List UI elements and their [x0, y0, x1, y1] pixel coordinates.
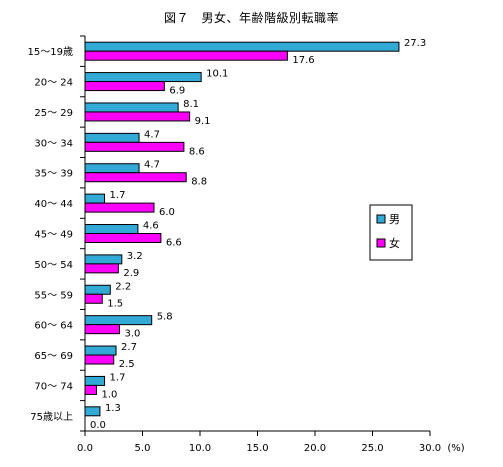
value-label-male: 8.1 [183, 99, 199, 110]
value-label-female: 0.0 [90, 420, 106, 431]
bar-female [84, 202, 155, 213]
legend-label-male: 男 [389, 213, 400, 226]
value-label-female: 2.5 [119, 359, 135, 370]
value-label-female: 17.6 [292, 55, 314, 66]
bar-female [84, 111, 191, 122]
category-label: 70～ 74 [34, 381, 73, 392]
value-label-male: 5.8 [157, 312, 173, 323]
bar-male [84, 224, 139, 234]
value-label-male: 27.3 [404, 38, 426, 49]
value-label-male: 1.7 [110, 190, 126, 201]
bar-male [84, 41, 400, 52]
category-label: 50～ 54 [34, 260, 73, 271]
category-label: 45～ 49 [34, 230, 73, 241]
bar-male [84, 315, 153, 326]
bar-male [84, 193, 106, 204]
legend-swatch-female [376, 238, 386, 248]
value-label-female: 1.0 [102, 389, 118, 400]
bar-male [84, 375, 106, 386]
value-label-female: 9.1 [195, 116, 211, 127]
bar-female [84, 263, 119, 274]
bar-male [84, 406, 101, 417]
bar-male [84, 102, 179, 113]
category-label: 60～ 64 [34, 321, 73, 332]
category-label: 35～ 39 [34, 169, 73, 180]
x-tick-label: 25.0 [361, 443, 383, 454]
value-label-female: 8.8 [191, 177, 207, 188]
category-label: 65～ 69 [34, 351, 73, 362]
value-label-male: 3.2 [127, 251, 143, 262]
value-label-male: 4.6 [143, 221, 159, 232]
value-label-female: 6.9 [169, 86, 185, 97]
value-label-male: 1.7 [110, 372, 126, 383]
legend-label-female: 女 [389, 236, 400, 250]
bar-female [84, 50, 288, 61]
x-tick-label: 20.0 [304, 443, 326, 454]
bar-female [84, 293, 103, 304]
value-label-male: 2.7 [121, 342, 137, 353]
bar-female [84, 172, 187, 183]
category-label: 55～ 59 [34, 290, 73, 301]
value-label-male: 1.3 [105, 403, 121, 414]
bar-male [84, 72, 202, 83]
x-tick-label: 10.0 [189, 443, 211, 454]
bar-female [84, 81, 165, 92]
bar-female [84, 233, 162, 243]
value-label-female: 2.9 [123, 268, 139, 279]
bar-female [84, 354, 115, 365]
bar-male [84, 254, 123, 265]
value-label-male: 10.1 [206, 69, 228, 80]
category-label: 40～ 44 [34, 199, 73, 210]
value-label-male: 4.7 [144, 129, 160, 140]
x-tick-label: 15.0 [246, 443, 268, 454]
legend-box [369, 204, 413, 261]
bar-male [84, 132, 140, 143]
legend-swatch-male [376, 214, 386, 224]
x-tick-label: 30.0 [419, 443, 441, 454]
value-label-male: 4.7 [144, 160, 160, 171]
category-label: 75歳以上 [30, 411, 73, 423]
bar-male [84, 163, 140, 174]
bar-female [84, 141, 185, 152]
category-label: 25～ 29 [34, 108, 73, 119]
value-label-female: 1.5 [107, 298, 123, 309]
bar-female [84, 384, 97, 395]
bar-male [84, 284, 111, 295]
category-label: 20～ 24 [34, 78, 73, 89]
value-label-male: 2.2 [115, 281, 131, 292]
x-tick-label: 0.0 [77, 443, 93, 454]
category-label: 30～ 34 [34, 138, 73, 149]
bar-male [84, 345, 117, 356]
x-tick-label: 5.0 [135, 443, 151, 454]
chart-title: 図７ 男女、年齢階級別転職率 [163, 11, 339, 25]
category-label: 15～19歳 [28, 46, 73, 58]
value-label-female: 6.0 [159, 207, 175, 218]
value-label-female: 6.6 [166, 238, 182, 249]
x-unit-label: (%) [447, 443, 464, 454]
value-label-female: 3.0 [125, 329, 141, 340]
bar-female [84, 324, 120, 335]
value-label-female: 8.6 [189, 146, 205, 157]
